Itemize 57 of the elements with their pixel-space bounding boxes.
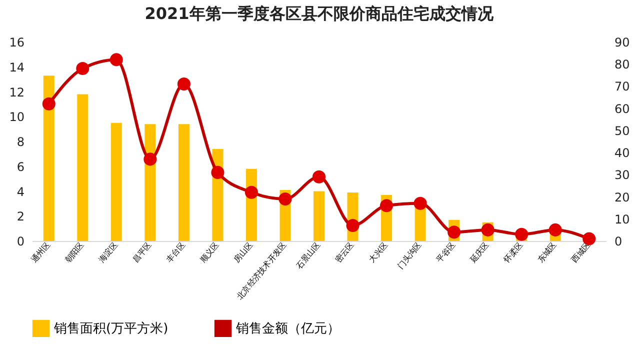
y2-tick-label: 90	[614, 36, 630, 50]
point	[244, 186, 258, 199]
x-tick-label: 怀柔区	[502, 240, 525, 266]
x-tick-label: 平谷区	[434, 240, 458, 264]
point	[76, 62, 90, 76]
y2-tick-label: 0	[614, 234, 622, 248]
bar	[178, 124, 190, 241]
y-tick-label: 10	[9, 110, 24, 124]
bar	[43, 76, 54, 241]
y-tick-label: 16	[9, 36, 24, 50]
bar	[77, 94, 88, 241]
bar	[314, 191, 324, 241]
point	[110, 53, 123, 66]
x-tick-label: 东城区	[536, 240, 558, 264]
point	[278, 192, 292, 206]
point	[42, 97, 56, 110]
x-tick-label: 通州区	[30, 240, 52, 264]
point	[548, 223, 562, 236]
point	[346, 219, 360, 232]
point	[448, 226, 461, 239]
y2-tick-label: 70	[614, 80, 630, 94]
y-tick-label: 8	[16, 135, 24, 149]
y-tick-label: 2	[16, 210, 24, 224]
x-tick-label: 顺义区	[198, 240, 221, 264]
point	[211, 166, 224, 179]
point	[380, 199, 394, 212]
x-tick-label: 大兴区	[367, 240, 390, 264]
x-tick-label: 丰台区	[164, 240, 188, 264]
point	[414, 196, 427, 210]
x-tick-label: 房山区	[232, 240, 255, 264]
point	[312, 170, 326, 184]
y2-tick-label: 80	[614, 58, 630, 72]
legend-label: 销售面积(万平方米)	[53, 320, 168, 336]
y2-tick-label: 10	[614, 212, 630, 226]
x-tick-label: 朝阳区	[63, 240, 86, 264]
point	[481, 223, 494, 236]
y2-tick-label: 20	[614, 190, 630, 204]
y-tick-label: 4	[16, 184, 24, 199]
y2-tick-label: 30	[614, 168, 630, 182]
y-tick-label: 14	[9, 60, 24, 74]
y-tick-label: 12	[9, 85, 24, 100]
y-tick-label: 0	[16, 234, 24, 248]
y2-tick-label: 50	[614, 124, 630, 138]
x-tick-label: 密云区	[334, 240, 356, 264]
point	[177, 78, 190, 91]
bar	[110, 122, 122, 241]
chart-title: 2021年第一季度各区县不限价商品住宅成交情况	[144, 4, 494, 23]
point	[144, 152, 157, 166]
legend-label: 销售金额（亿元）	[235, 321, 340, 336]
y2-tick-label: 40	[614, 146, 630, 160]
x-tick-label: 石景山区	[294, 240, 322, 271]
x-tick-label: 昌平区	[130, 240, 154, 264]
y-tick-label: 6	[16, 160, 24, 174]
x-tick-label: 门头沟区	[396, 240, 424, 271]
x-tick-label: 海淀区	[97, 240, 120, 264]
y2-tick-label: 60	[614, 102, 630, 116]
x-tick-label: 延庆区	[468, 240, 491, 266]
